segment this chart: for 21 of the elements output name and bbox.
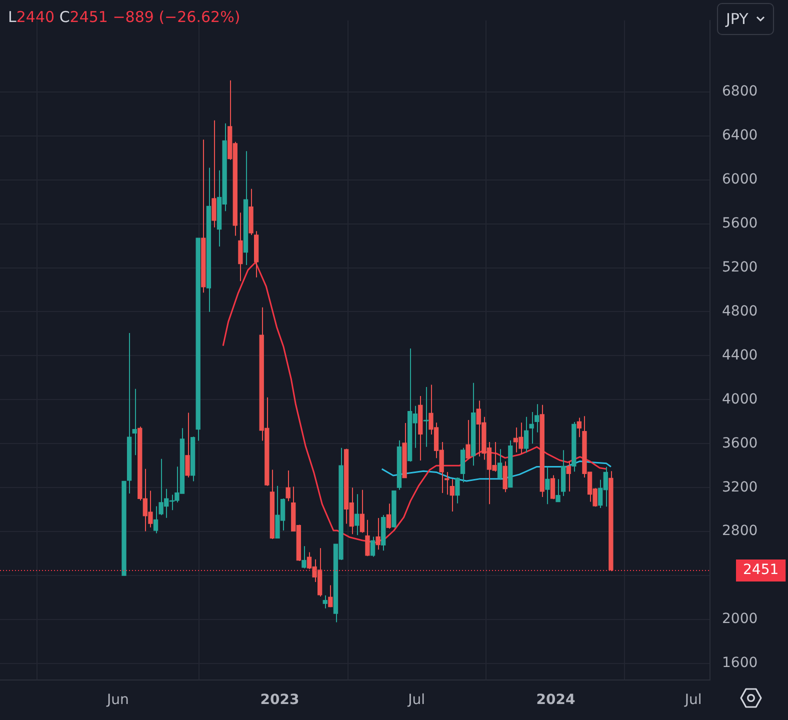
text: JPY (726, 10, 748, 28)
y-tick-label: 4400 (722, 347, 758, 364)
annotation: L2440 C2451 −889 (−26.62%) (8, 8, 240, 26)
y-tick-label: 6400 (722, 127, 758, 144)
y-tick-label: 2800 (722, 523, 758, 540)
x-tick-label: 2023 (260, 692, 300, 708)
y-tick-label: 5600 (722, 215, 758, 232)
x-tick-label: Jun (106, 692, 129, 708)
y-tick-label: 3200 (722, 479, 758, 496)
y-tick-label: 6800 (722, 83, 758, 100)
ref-line-label: 2451 (743, 562, 779, 578)
x-tick-label: Jul (684, 692, 702, 708)
y-tick-label: 5200 (722, 259, 758, 276)
y-tick-label: 4000 (722, 391, 758, 408)
x-tick-label: Jul (407, 692, 426, 708)
y-tick-label: 2000 (722, 611, 758, 628)
x-tick-label: 2024 (536, 692, 576, 708)
y-tick-label: 4800 (722, 303, 758, 320)
y-tick-label: 6000 (722, 171, 758, 188)
y-tick-label: 3600 (722, 435, 758, 452)
y-tick-label: 1600 (722, 655, 758, 672)
